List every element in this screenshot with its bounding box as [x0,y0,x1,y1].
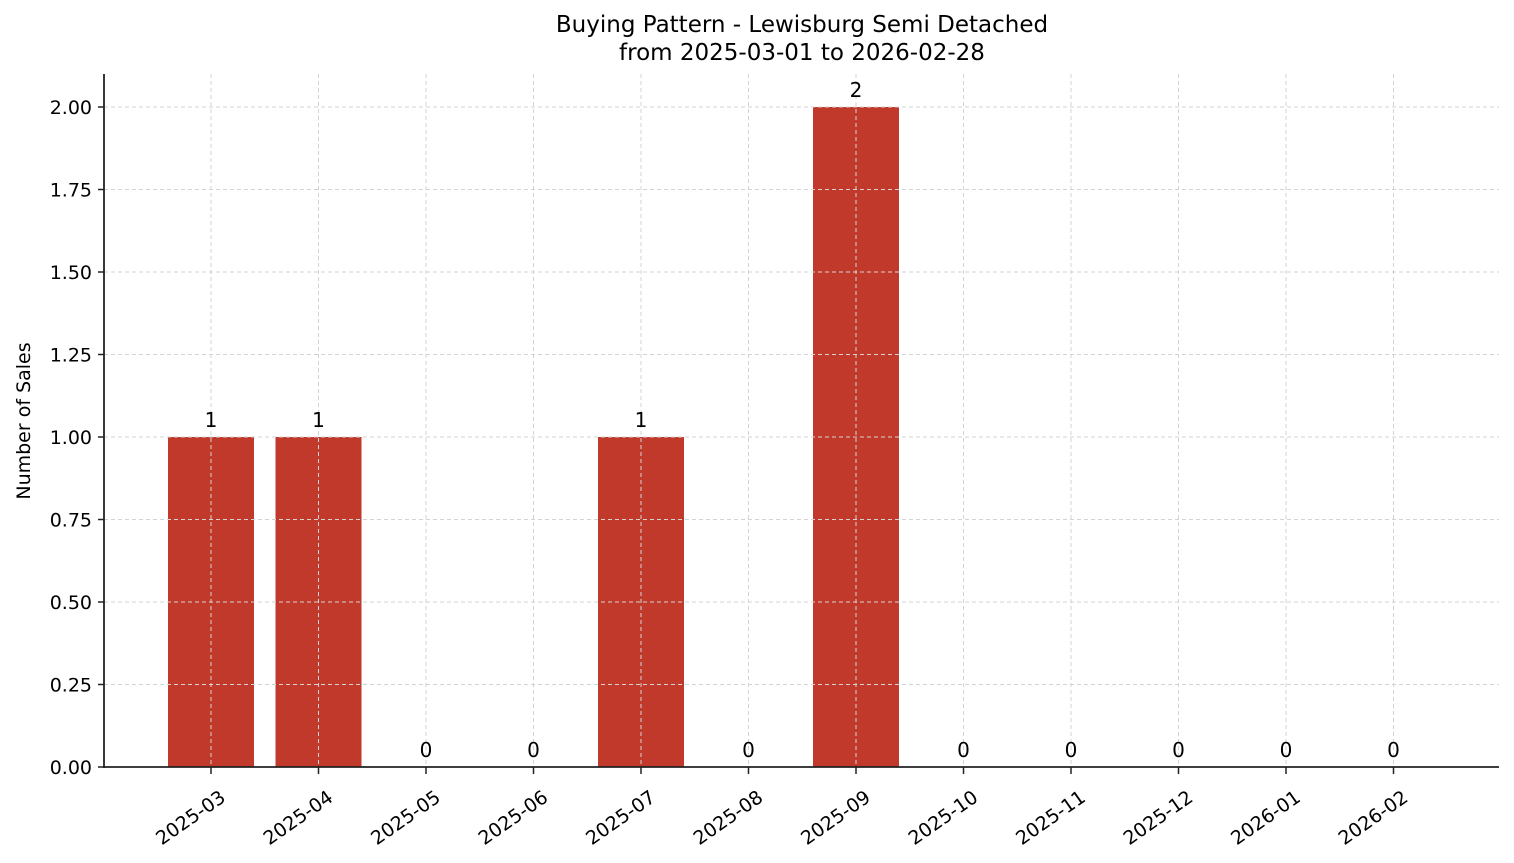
bar-value-label: 0 [1387,738,1400,762]
bar-value-label: 0 [1172,738,1185,762]
x-tick-label: 2026-02 [1335,786,1413,850]
x-tick-label: 2025-05 [367,786,445,850]
bar-value-label: 1 [205,408,218,432]
x-tick-label: 2025-12 [1120,786,1198,850]
bar-value-label: 0 [1280,738,1293,762]
x-tick-label: 2025-08 [690,786,768,850]
y-tick-label: 1.25 [50,345,92,367]
bar-value-label: 0 [420,738,433,762]
y-axis-label: Number of Sales [13,342,35,499]
chart-subtitle: from 2025-03-01 to 2026-02-28 [619,40,985,66]
y-tick-label: 0.25 [50,675,92,697]
x-tick-label: 2025-04 [260,786,338,850]
bar-value-label: 1 [312,408,325,432]
bar-value-label: 0 [1065,738,1078,762]
axes: 0.00 0.25 0.50 0.75 1.00 1.25 1.50 1.75 2.00 2025… [50,74,1499,850]
y-tick-label: 0.75 [50,510,92,532]
y-tick-label: 0.50 [50,592,92,614]
y-tick-label: 1.50 [50,262,92,284]
y-tick-label: 0.00 [50,757,92,779]
bar-value-label: 2 [850,78,863,102]
bar-value-label: 0 [527,738,540,762]
x-tick-label: 2025-03 [152,786,230,850]
x-tick-label: 2025-10 [905,786,983,850]
y-tick-label: 1.00 [50,427,92,449]
y-tick-label: 2.00 [50,97,92,119]
bar-value-label: 0 [957,738,970,762]
y-tick-label: 1.75 [50,180,92,202]
bar-value-label: 1 [635,408,648,432]
x-tick-label: 2025-09 [797,786,875,850]
x-tick-label: 2025-11 [1012,786,1090,850]
x-tick-label: 2025-07 [582,786,660,850]
bar-value-label: 0 [742,738,755,762]
chart-title: Buying Pattern - Lewisburg Semi Detached [555,12,1049,38]
x-tick-label: 2026-01 [1227,786,1305,850]
x-tick-label: 2025-06 [475,786,553,850]
data-labels: 1 1 0 0 1 0 2 0 0 0 0 0 [205,78,1400,762]
